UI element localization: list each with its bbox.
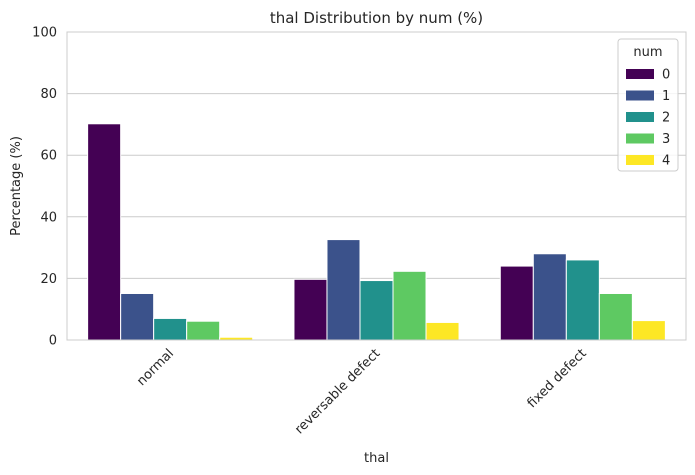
bar-normal-num-2 [153, 317, 188, 341]
bar-fixed-defect-num-2 [565, 259, 600, 341]
x-tick-label: fixed defect [525, 346, 590, 411]
bars [87, 123, 666, 341]
legend-swatch [626, 155, 654, 165]
y-tick-label: 40 [40, 210, 57, 225]
bar-reversable-defect-num-1 [326, 239, 361, 341]
bar-reversable-defect-num-3 [392, 270, 427, 341]
bar-fixed-defect-num-1 [532, 253, 567, 341]
legend: num 0 1 2 3 4 [617, 38, 679, 172]
bar-normal-num-0 [87, 123, 122, 341]
y-tick-label: 20 [40, 272, 57, 287]
y-tick-labels: 0 20 40 60 80 100 [32, 26, 57, 349]
bar-fixed-defect-num-3 [598, 292, 633, 341]
legend-items: 0 1 2 3 4 [626, 68, 670, 169]
y-tick-label: 100 [32, 26, 57, 41]
legend-swatch [626, 112, 654, 122]
bar-reversable-defect-num-4 [425, 321, 460, 341]
legend-label: 2 [662, 111, 670, 126]
x-axis-title: thal [364, 451, 389, 466]
chart-title: thal Distribution by num (%) [270, 9, 483, 27]
bar-normal-num-3 [186, 320, 221, 341]
x-tick-labels: normal reversable defect fixed defect [134, 346, 589, 437]
bar-fixed-defect-num-0 [499, 265, 534, 341]
legend-swatch [626, 69, 654, 79]
legend-label: 3 [662, 132, 670, 147]
y-tick-label: 80 [40, 87, 57, 102]
x-tick-label: normal [134, 346, 177, 389]
bar-reversable-defect-num-2 [359, 280, 394, 341]
x-tick-label: reversable defect [292, 346, 383, 437]
bar-reversable-defect-num-0 [293, 278, 328, 341]
legend-label: 4 [662, 154, 670, 169]
legend-label: 1 [662, 89, 670, 104]
y-tick-label: 60 [40, 149, 57, 164]
legend-swatch [626, 133, 654, 144]
legend-title: num [633, 45, 662, 60]
plot-frame [66, 31, 687, 341]
legend-swatch [626, 90, 654, 101]
y-tick-label: 0 [49, 334, 57, 349]
y-axis-title: Percentage (%) [9, 136, 24, 236]
bar-fixed-defect-num-4 [631, 320, 666, 341]
bar-normal-num-1 [120, 292, 155, 341]
legend-label: 0 [662, 68, 670, 83]
